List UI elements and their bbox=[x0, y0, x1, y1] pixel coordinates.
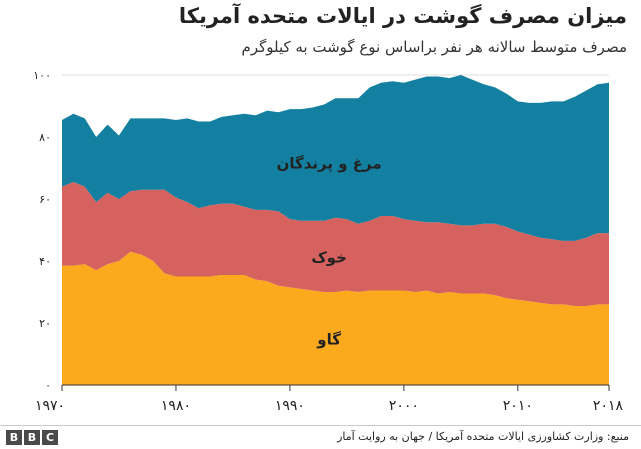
bbc-logo-letter: C bbox=[42, 430, 58, 445]
y-tick-label: ۱۰۰ bbox=[33, 69, 51, 82]
chart-title: میزان مصرف گوشت در ایالات متحده آمریکا bbox=[178, 4, 627, 28]
x-tick-label: ۱۹۸۰ bbox=[161, 398, 191, 414]
bbc-logo-letter: B bbox=[24, 430, 40, 445]
bbc-logo-letter: B bbox=[6, 430, 22, 445]
source-note: منبع: وزارت کشاورزی ایالات متحده آمریکا … bbox=[337, 430, 629, 443]
chart-subtitle: مصرف متوسط سالانه هر نفر براساس نوع گوشت… bbox=[241, 38, 627, 56]
series-label: خوک bbox=[311, 248, 347, 266]
y-tick-label: ۶۰ bbox=[39, 193, 51, 206]
area-series bbox=[62, 75, 609, 241]
area-series bbox=[62, 251, 609, 385]
y-tick-label: ۲۰ bbox=[39, 317, 51, 330]
x-tick-label: ۱۹۹۰ bbox=[275, 398, 305, 414]
y-tick-label: ۰ bbox=[45, 379, 51, 392]
footer-divider bbox=[0, 425, 641, 426]
y-tick-label: ۸۰ bbox=[39, 131, 51, 144]
bbc-logo: B B C bbox=[6, 430, 58, 445]
x-tick-label: ۲۰۰۰ bbox=[389, 398, 419, 414]
x-tick-label: ۲۰۱۸ bbox=[593, 398, 624, 414]
series-label: مرغ و پرندگان bbox=[277, 155, 382, 174]
y-tick-label: ۴۰ bbox=[39, 255, 51, 268]
x-tick-label: ۲۰۱۰ bbox=[503, 398, 533, 414]
x-tick-label: ۱۹۷۰ bbox=[35, 398, 65, 414]
area-series bbox=[62, 181, 609, 306]
series-label: گاو bbox=[316, 331, 341, 349]
